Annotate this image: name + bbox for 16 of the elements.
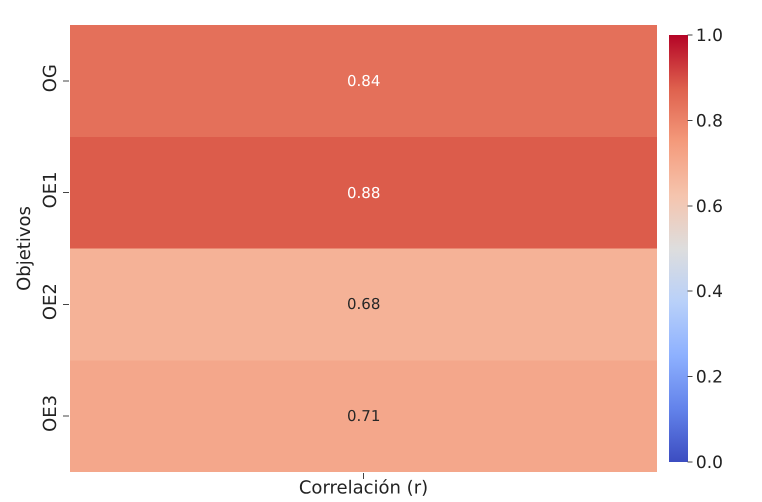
color-bar-label: 0.6: [696, 196, 723, 217]
y-tick-label: OE1: [40, 171, 61, 208]
data-label: 0.68: [347, 295, 380, 313]
x-axis-title: Correlación (r): [298, 478, 428, 498]
color-bar-label: 0.2: [696, 368, 723, 388]
color-bar-label: 0.4: [696, 282, 723, 302]
y-tick-label: OE2: [40, 283, 61, 320]
color-bar-label: 0.8: [696, 111, 723, 132]
y-tick-label: OE3: [40, 394, 61, 432]
y-axis-title: Objetivos: [14, 206, 35, 291]
y-tick-label: OG: [40, 64, 61, 92]
data-label: 0.84: [347, 72, 380, 90]
data-label: 0.71: [347, 407, 380, 425]
color-bar-label: 1.0: [696, 26, 723, 46]
color-bar-label: 0.0: [696, 452, 723, 473]
data-label: 0.88: [347, 184, 380, 202]
